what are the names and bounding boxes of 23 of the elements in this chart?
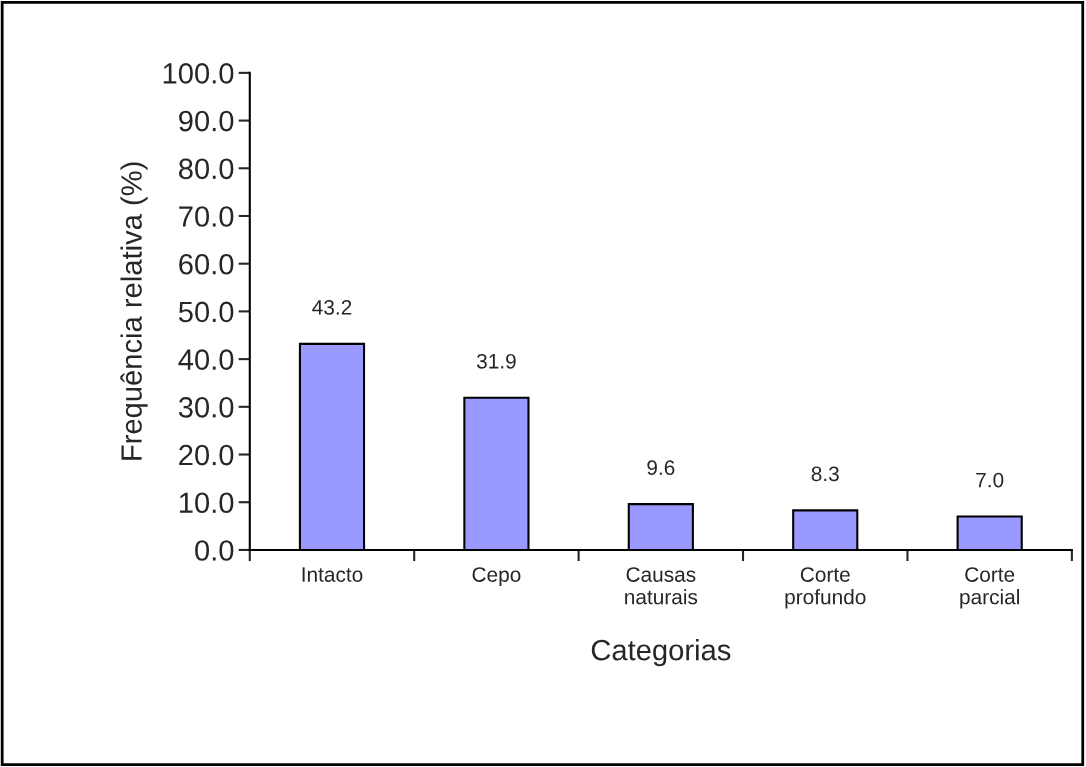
x-tick-label: Corte profundo xyxy=(785,567,866,609)
y-tick-label: 70.0 xyxy=(179,206,234,227)
y-tick-label: 20.0 xyxy=(179,444,234,466)
y-tick-label: 10.0 xyxy=(179,492,234,514)
x-tick-label: Causas naturais xyxy=(625,567,698,605)
y-tick-label: 30.0 xyxy=(178,397,234,418)
y-tick-label: 60.0 xyxy=(179,253,234,275)
data-label: 8.3 xyxy=(811,466,839,482)
x-axis-title: Categorias xyxy=(591,639,731,667)
data-label: 31.9 xyxy=(476,353,516,369)
data-label: 7.0 xyxy=(976,472,1004,488)
y-tick-label: 80.0 xyxy=(179,158,234,180)
y-tick-label: 100.0 xyxy=(163,63,234,84)
y-tick-label: 90.0 xyxy=(179,110,234,132)
x-tick-label: Corte parcial xyxy=(960,567,1019,609)
x-tick-label: Cepo xyxy=(472,567,521,587)
y-tick-label: 40.0 xyxy=(178,349,234,370)
x-tick-label: Intacto xyxy=(302,567,363,582)
data-label: 43.2 xyxy=(312,299,352,315)
y-tick-label: 0.0 xyxy=(195,540,234,561)
data-label: 9.6 xyxy=(647,460,675,476)
y-axis-title: Frequência relativa (%) xyxy=(120,162,148,460)
y-tick-label: 50.0 xyxy=(178,301,234,323)
